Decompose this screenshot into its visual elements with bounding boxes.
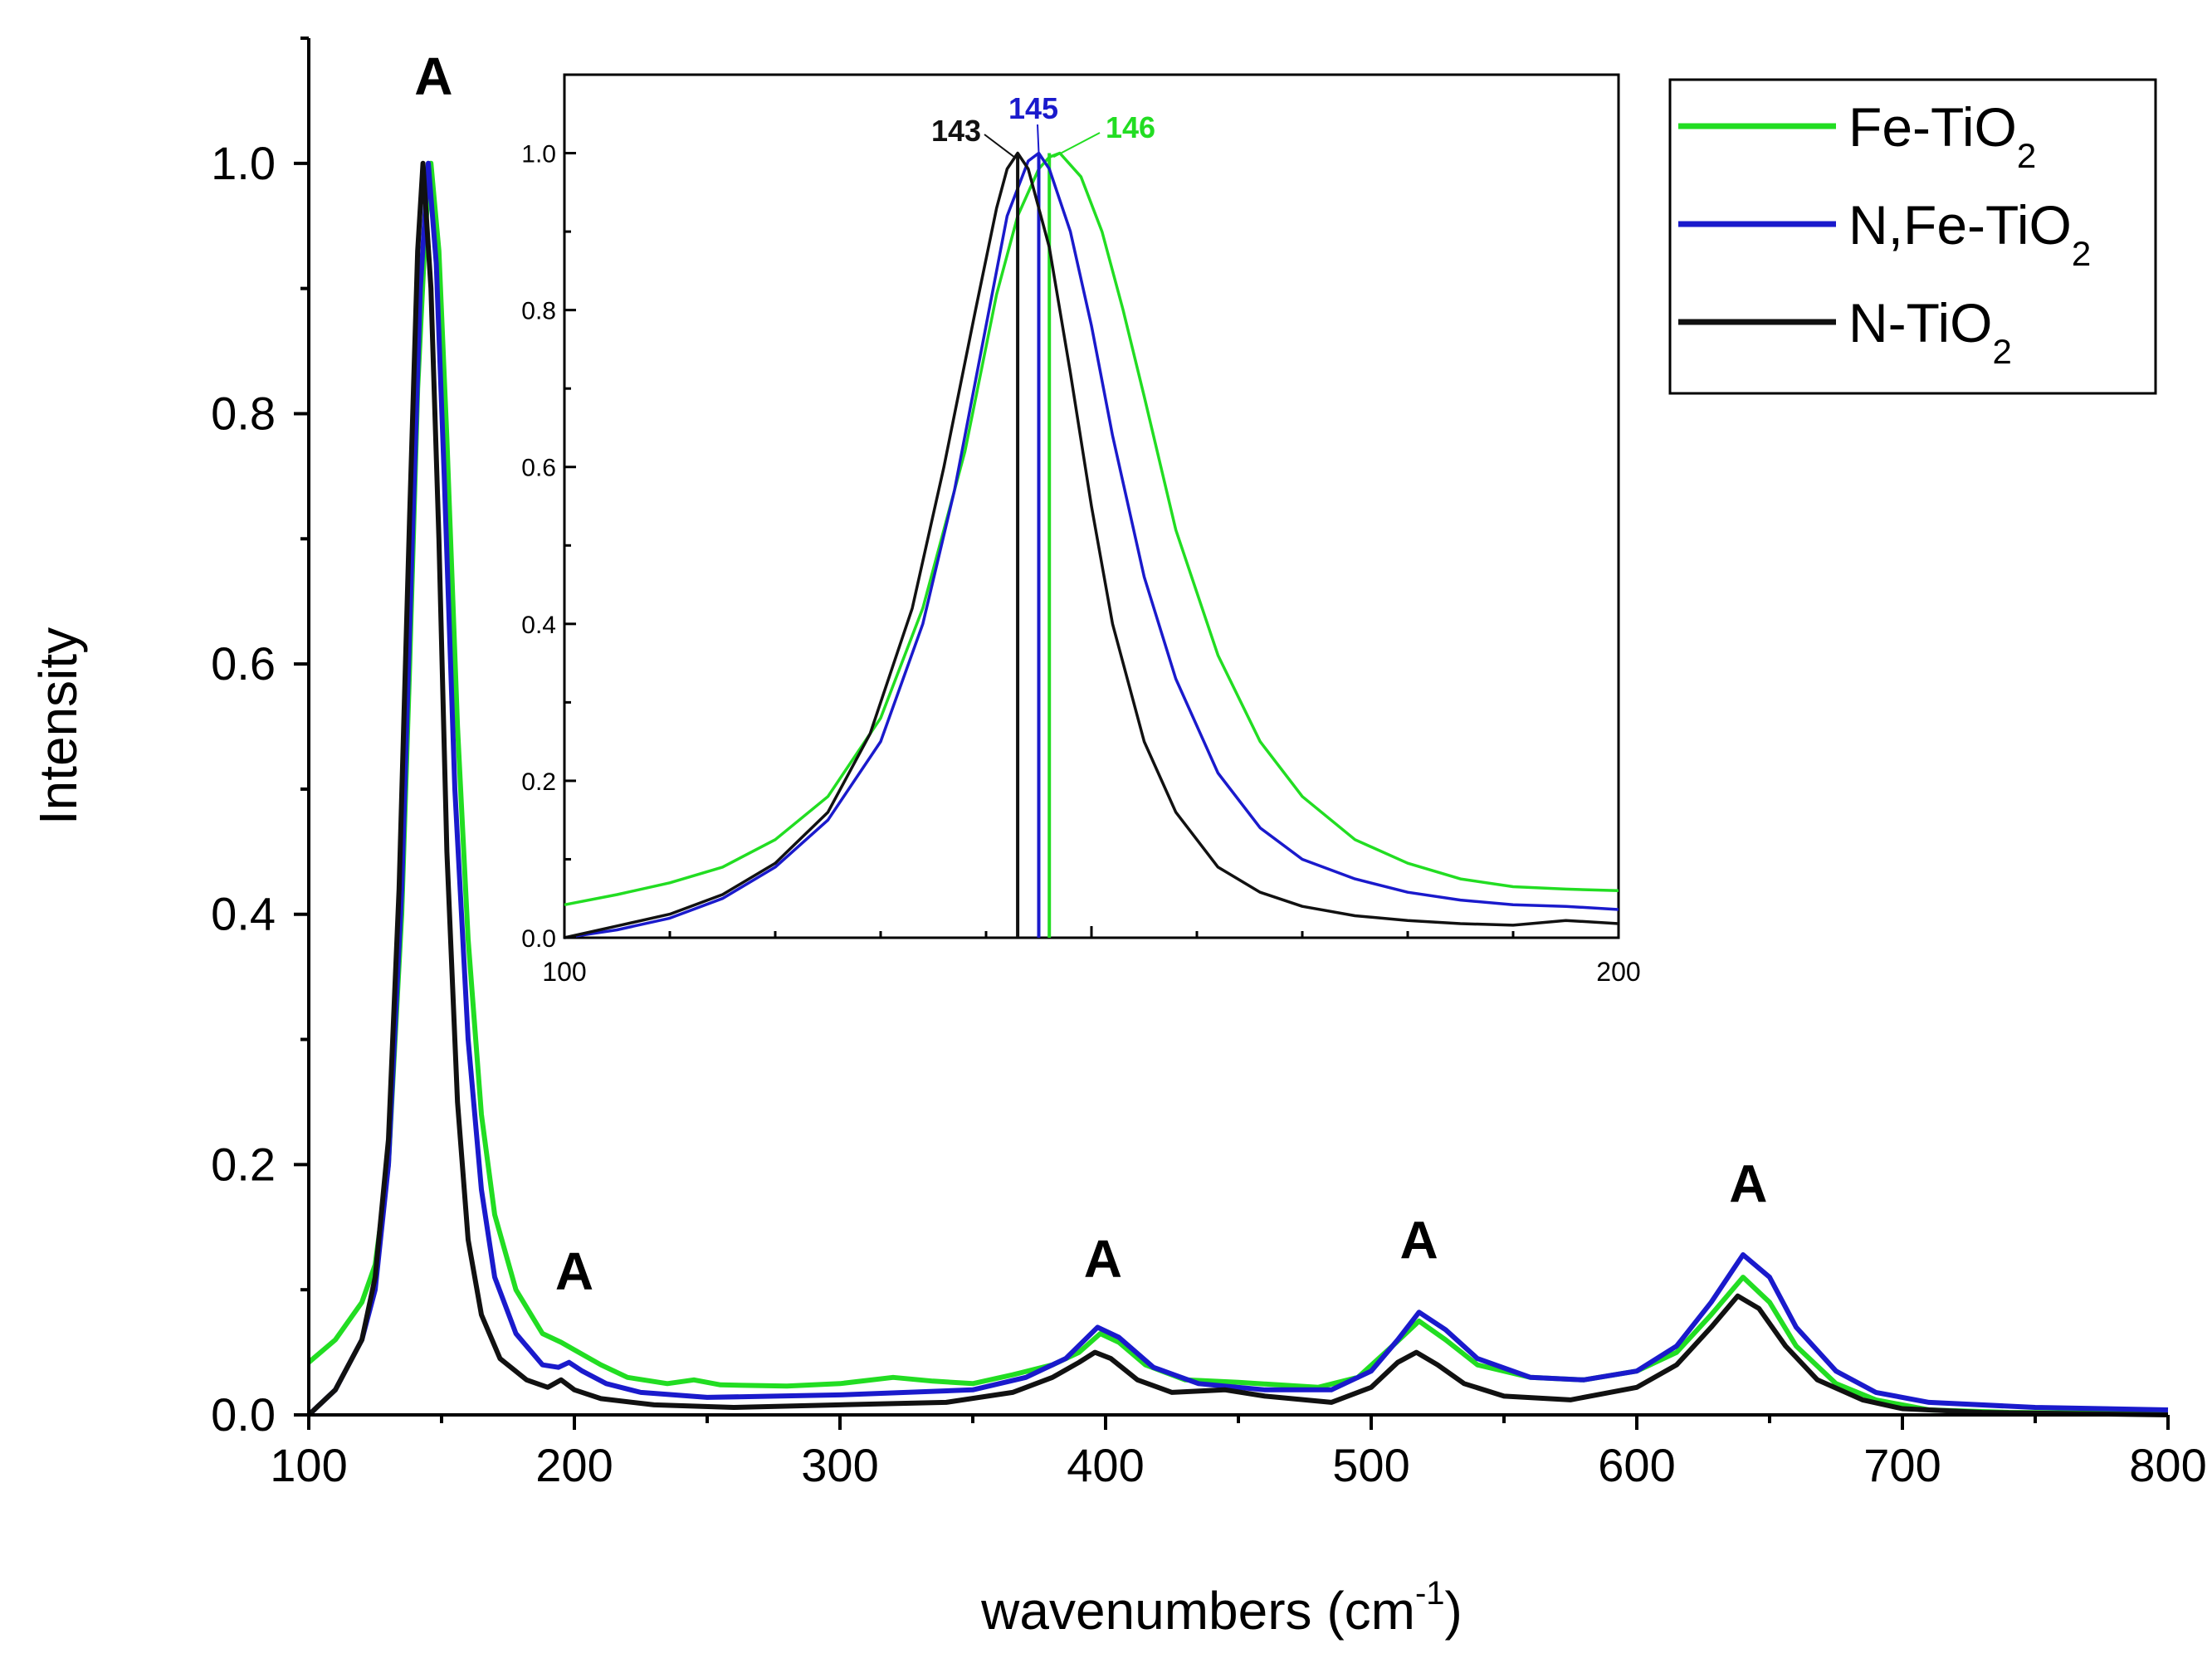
x-tick-label: 700 <box>1863 1439 1941 1491</box>
legend-label-0: Fe-TiO2 <box>1848 96 2036 175</box>
legend-label-1: N,Fe-TiO2 <box>1848 194 2091 273</box>
y-tick-label: 0.6 <box>211 637 276 690</box>
y-tick-label: 0.0 <box>211 1388 276 1441</box>
legend-label-text: N-TiO <box>1848 292 1993 354</box>
inset-x-tick-label: 200 <box>1596 957 1640 987</box>
inset-x-tick-label: 100 <box>542 957 586 987</box>
anatase-peak-annotation: A <box>1084 1229 1122 1289</box>
y-axis-label: Intensity <box>28 627 88 825</box>
series-line-0 <box>307 160 2169 1417</box>
legend-label-2: N-TiO2 <box>1848 292 2012 371</box>
x-axis-label: wavenumbers (cm-1) <box>980 1575 1462 1641</box>
x-tick-label: 800 <box>2129 1439 2206 1491</box>
legend-frame <box>1668 78 2157 395</box>
inset-y-tick-label: 1.0 <box>521 141 556 168</box>
legend-label-text: N,Fe-TiO <box>1848 194 2072 256</box>
inset-y-tick-label: 0.6 <box>521 455 556 482</box>
inset-peak-label-1: 145 <box>1008 91 1058 125</box>
y-tick-label: 0.2 <box>211 1138 276 1190</box>
legend-label-subscript: 2 <box>1993 332 2012 371</box>
inset-series-line-2 <box>564 151 1619 939</box>
inset-peak-leader-2 <box>1052 132 1101 159</box>
anatase-peak-annotation: A <box>1729 1154 1767 1214</box>
x-tick-label: 300 <box>801 1439 878 1491</box>
inset-y-tick-label: 0.4 <box>521 612 556 639</box>
x-tick-label: 400 <box>1067 1439 1144 1491</box>
x-axis-label-text: wavenumbers (cm <box>980 1581 1415 1641</box>
inset-series-line-0 <box>564 151 1619 907</box>
series-line-2 <box>306 160 2169 1417</box>
series-line-1 <box>306 160 2169 1417</box>
inset-peak-label-0: 143 <box>931 114 981 148</box>
y-tick-label: 0.8 <box>211 387 276 439</box>
y-tick-label: 1.0 <box>211 137 276 189</box>
x-tick-label: 100 <box>270 1439 347 1491</box>
legend-label-subscript: 2 <box>2072 234 2091 273</box>
legend-label-subscript: 2 <box>2017 136 2036 175</box>
inset-y-tick-label: 0.8 <box>521 298 556 325</box>
inset-peak-leader-1 <box>1037 124 1040 154</box>
anatase-peak-annotation: A <box>414 46 452 106</box>
inset-plot: 0.0 0.2 0.4 0.6 0.8 1.0 100 200 143 145 146 <box>521 73 1641 987</box>
x-tick-label: 600 <box>1598 1439 1675 1491</box>
main-plot: 100 200 300 400 500 600 700 800 0.0 0.2 0.4 0.6 0.8 1… <box>28 37 2207 1641</box>
x-tick-label: 500 <box>1332 1439 1409 1491</box>
anatase-peak-annotation: A <box>1399 1210 1438 1270</box>
x-axis-label-close: ) <box>1445 1581 1462 1641</box>
inset-y-tick-label: 0.2 <box>521 768 556 796</box>
inset-y-tick-label: 0.0 <box>521 925 556 953</box>
y-tick-label: 0.4 <box>211 888 276 940</box>
x-axis-label-superscript: -1 <box>1415 1575 1445 1612</box>
inset-series-line-1 <box>564 151 1619 939</box>
anatase-peak-annotation: A <box>555 1241 593 1301</box>
x-tick-label: 200 <box>535 1439 613 1491</box>
inset-peak-label-2: 146 <box>1106 110 1155 144</box>
legend-label-text: Fe-TiO <box>1848 96 2017 158</box>
inset-peak-leader-0 <box>984 134 1015 159</box>
